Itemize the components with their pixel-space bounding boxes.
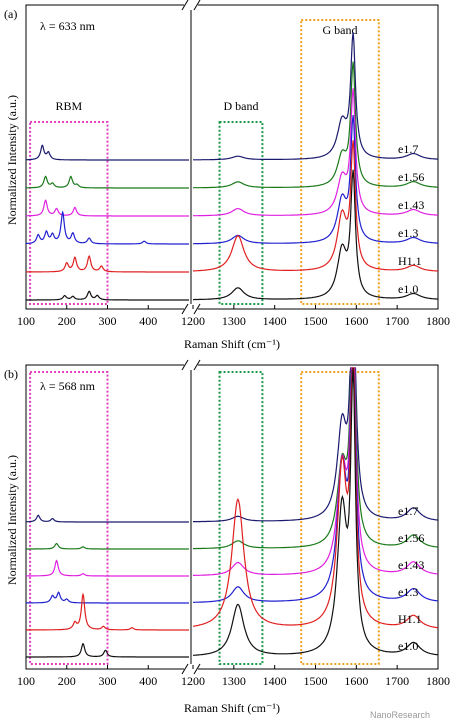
panel-b-wavelength: λ = 568 nm [40, 379, 96, 393]
spectrum-line-high [193, 114, 438, 245]
panel-b-frame [25, 364, 439, 670]
axis-break-slash [181, 0, 189, 11]
series-label: e1.56 [398, 170, 424, 184]
x-tick-label: 100 [17, 674, 35, 688]
x-tick-label: 400 [139, 674, 157, 688]
region-label: RBM [55, 99, 82, 113]
series-label: e1.3 [398, 585, 418, 599]
axis-break-slash [193, 359, 201, 371]
x-tick-label: 1700 [385, 674, 409, 688]
region-box [300, 371, 380, 665]
x-tick-label: 1200 [181, 674, 205, 688]
x-tick-label: 1700 [385, 314, 409, 328]
series-label: H1.1 [398, 254, 422, 268]
series-label: e1.43 [398, 558, 424, 572]
panel-a-ylabel: Normalized Intensity (a.u.) [5, 95, 19, 225]
spectrum-line-rbm [26, 559, 189, 577]
axis-break-slash [193, 0, 201, 11]
panel-a-frame [25, 4, 439, 310]
spectrum-line-rbm [26, 542, 189, 550]
x-tick-label: 200 [58, 674, 76, 688]
panel-b-xlabel: Raman Shift (cm⁻¹) [184, 701, 280, 715]
x-tick-label: 200 [58, 314, 76, 328]
x-tick-label: 1300 [222, 314, 246, 328]
series-label: H1.1 [398, 612, 422, 626]
panel-a-wavelength: λ = 633 nm [40, 19, 96, 33]
series-label: e1.0 [398, 639, 418, 653]
axis-break-slash [181, 303, 189, 315]
spectrum-line-high [193, 367, 439, 523]
x-tick-label: 1600 [344, 314, 368, 328]
x-tick-label: 1600 [344, 674, 368, 688]
panel-b: (b) λ = 568 nm e1.7 e1.56 e1.43 e1.3 H1.1 e1.… [4, 359, 450, 715]
x-tick-label: 400 [139, 314, 157, 328]
series-label: e1.0 [398, 282, 418, 296]
panel-a: (a) λ = 633 nm RBM D band G band e1.7 e1.56… [4, 0, 450, 351]
spectrum-line-high [192, 367, 439, 629]
panel-a-label: (a) [4, 7, 17, 21]
spectrum-line-rbm [26, 591, 189, 604]
x-tick-label: 1200 [181, 314, 205, 328]
spectrum-line-rbm [26, 592, 189, 631]
spectrum-line-rbm [26, 642, 189, 658]
axis-break-gap [184, 0, 198, 10]
x-tick-label: 1400 [263, 314, 287, 328]
series-label: e1.3 [398, 226, 418, 240]
spectrum-line-high [193, 88, 438, 217]
x-tick-label: 100 [17, 314, 35, 328]
axis-break-gap [184, 664, 198, 674]
x-tick-label: 1300 [222, 674, 246, 688]
x-tick-label: 1500 [304, 674, 328, 688]
x-tick-label: 1400 [263, 674, 287, 688]
spectrum-line-high [193, 367, 439, 576]
spectrum-line-high [193, 169, 439, 301]
spectrum-line-high [193, 367, 439, 656]
watermark-text: NanoResearch [370, 710, 430, 720]
region-box [29, 121, 109, 305]
x-tick-label: 300 [99, 314, 117, 328]
panel-b-ylabel: Normalized Intensity (a.u.) [5, 455, 19, 585]
region-label: D band [223, 99, 258, 113]
spectrum-line-high [193, 367, 439, 603]
region-box [300, 19, 380, 305]
region-box [218, 371, 264, 665]
panel-a-xlabel: Raman Shift (cm⁻¹) [184, 337, 280, 351]
region-box [29, 371, 109, 665]
region-box [218, 121, 264, 305]
spectrum-line-high [193, 32, 438, 161]
spectrum-line-rbm [26, 144, 189, 161]
axis-break-slash [181, 663, 189, 675]
spectrum-line-rbm [26, 255, 189, 273]
spectrum-line-rbm [26, 199, 189, 217]
axis-break-slash [193, 303, 201, 315]
axis-break-gap [184, 360, 198, 370]
panel-b-label: (b) [4, 367, 18, 381]
series-label: e1.7 [398, 142, 418, 156]
series-label: e1.43 [398, 198, 424, 212]
spectrum-line-high [193, 140, 438, 272]
spectrum-line-rbm [26, 290, 189, 301]
spectrum-line-high [193, 367, 439, 550]
axis-break-slash [181, 359, 189, 371]
spectrum-line-rbm [26, 210, 189, 245]
x-tick-label: 1500 [304, 314, 328, 328]
x-tick-label: 1800 [426, 674, 450, 688]
region-label: G band [323, 23, 358, 37]
spectrum-line-rbm [26, 175, 189, 189]
x-tick-label: 300 [99, 674, 117, 688]
series-label: e1.7 [398, 504, 418, 518]
series-label: e1.56 [398, 531, 424, 545]
x-tick-label: 1800 [426, 314, 450, 328]
spectrum-line-high [192, 61, 439, 189]
axis-break-gap [184, 304, 198, 314]
spectrum-line-rbm [26, 514, 189, 523]
axis-break-slash [193, 663, 201, 675]
